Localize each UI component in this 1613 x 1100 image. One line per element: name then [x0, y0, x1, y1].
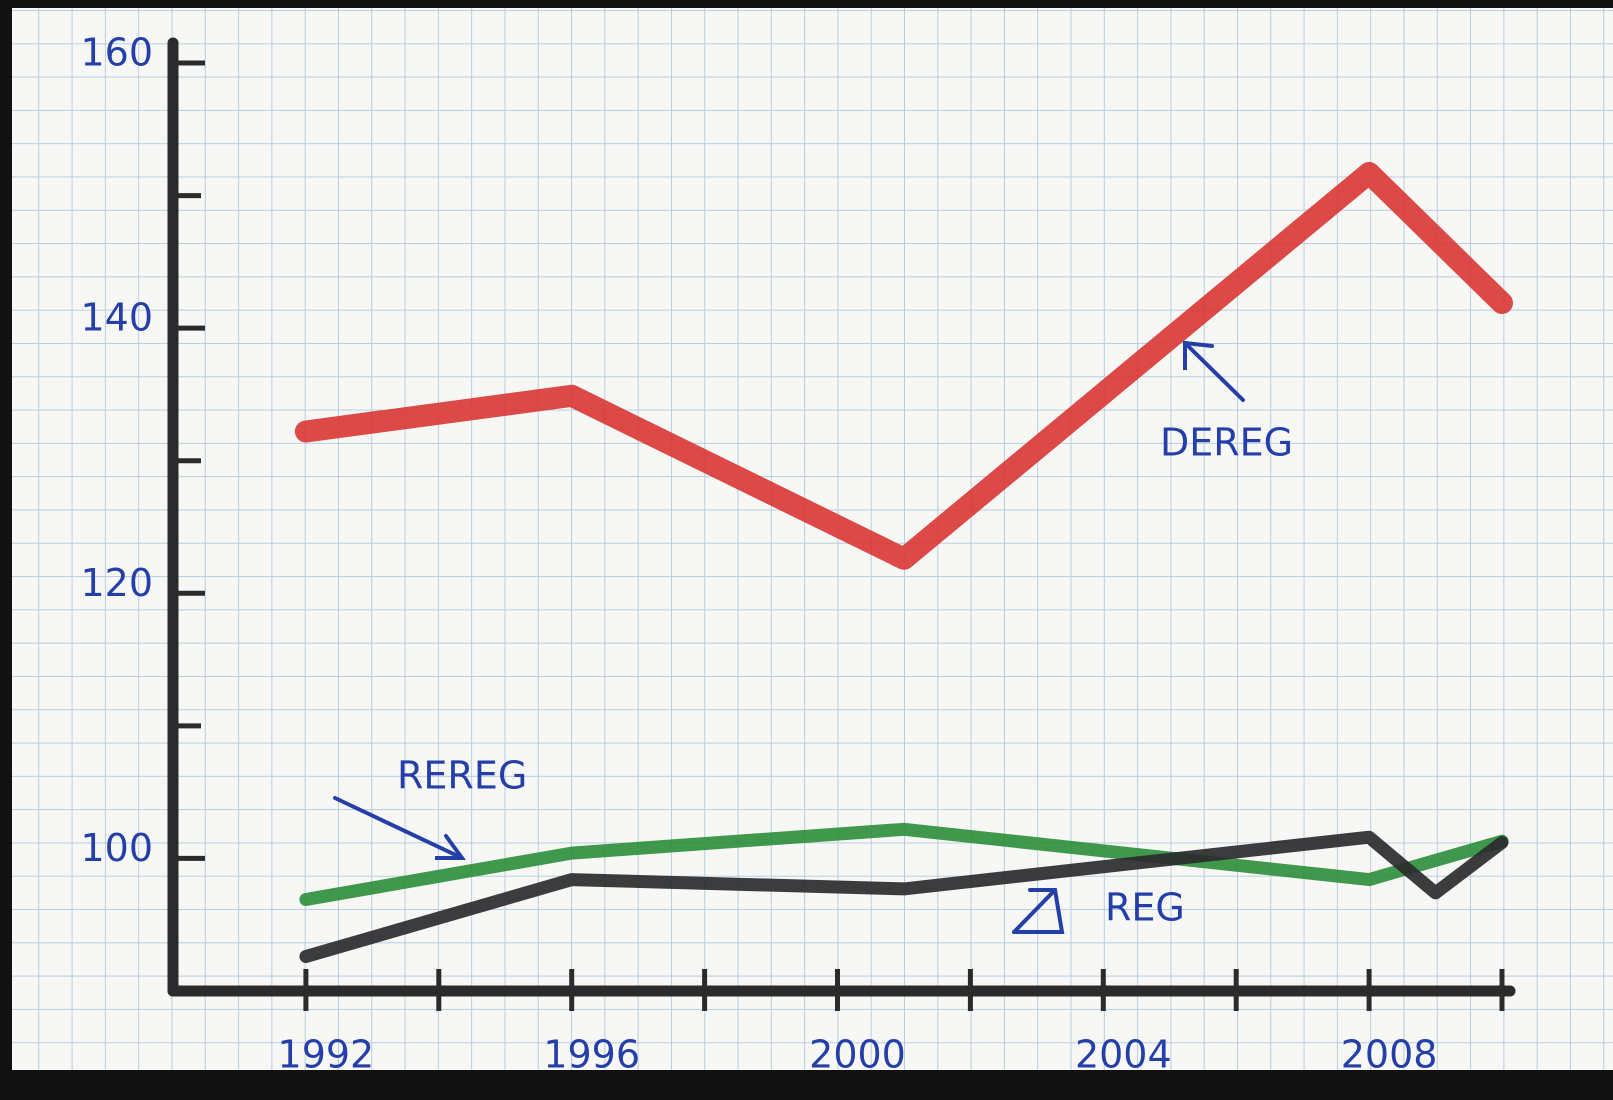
series-line [294, 162, 1513, 570]
series-label: REG [1105, 886, 1185, 930]
x-tick-label: 2004 [1075, 1033, 1172, 1077]
x-tick-label: 2000 [809, 1033, 906, 1077]
x-tick-label: 1992 [278, 1033, 375, 1077]
x-tick-label: 2008 [1341, 1033, 1438, 1077]
label-arrow [1012, 888, 1057, 934]
series-label: REREG [397, 754, 527, 798]
label-arrow-head [435, 834, 466, 860]
y-tick-label: 120 [80, 561, 153, 605]
x-tick-label: 1996 [543, 1033, 640, 1077]
y-tick-label: 100 [80, 826, 153, 870]
label-arrow [1183, 341, 1245, 402]
y-tick-label: 160 [80, 31, 153, 75]
series-line [299, 830, 1509, 963]
label-arrow-head [1012, 888, 1065, 934]
y-tick-label: 140 [80, 296, 153, 340]
series-label: DEREG [1160, 421, 1293, 465]
label-arrow-head [1183, 340, 1214, 370]
label-arrow [333, 796, 464, 860]
